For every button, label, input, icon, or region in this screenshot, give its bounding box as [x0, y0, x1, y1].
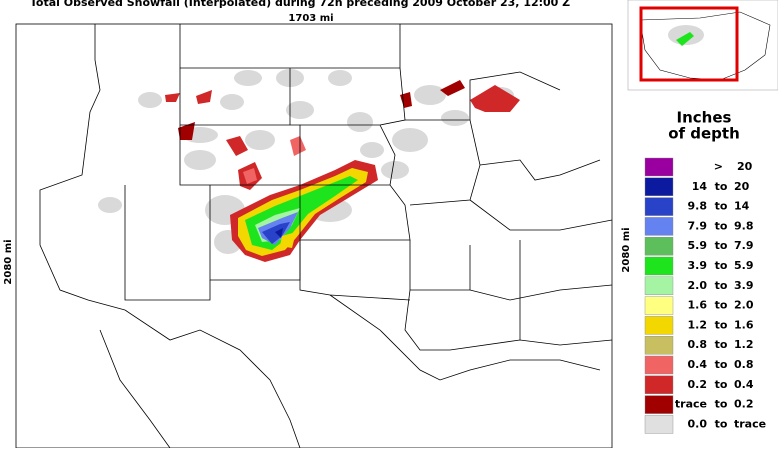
inset-frame: [627, 0, 778, 91]
legend-from: 0.0: [688, 417, 708, 430]
legend-to: 2.0: [734, 299, 754, 312]
legend-from: 0.8: [688, 338, 708, 351]
legend-sep: to: [715, 358, 728, 371]
legend-sep: to: [715, 299, 728, 312]
snow-areas: [165, 80, 520, 262]
inset-map: [627, 0, 778, 91]
legend-to: 1.2: [734, 338, 754, 351]
legend-to: 9.8: [734, 219, 754, 232]
legend-to: 20: [734, 180, 750, 193]
state-boundaries: [39, 24, 613, 449]
legend-sep: to: [715, 200, 728, 213]
legend-to: 20: [737, 160, 753, 173]
map-frame: [15, 23, 613, 449]
legend-to: 1.6: [734, 318, 754, 331]
legend-swatch: [644, 395, 674, 414]
legend-to: 0.2: [734, 398, 754, 411]
legend-sep: to: [715, 318, 728, 331]
legend-from: 14: [692, 180, 708, 193]
width-label: 1703 mi: [288, 13, 333, 24]
legend-swatch: [644, 276, 674, 295]
legend-sep: to: [715, 259, 728, 272]
legend-title: Inches: [677, 109, 732, 127]
legend-sep: to: [715, 219, 728, 232]
legend-from: >: [714, 160, 723, 173]
title: Total Observed Snowfall (Interpolated) d…: [30, 0, 570, 9]
legend-from: trace: [675, 398, 707, 411]
legend-from: 9.8: [688, 200, 708, 213]
legend-sep: to: [715, 378, 728, 391]
legend-swatch: [644, 316, 674, 335]
legend-swatch: [644, 217, 674, 236]
legend-from: 3.9: [688, 259, 708, 272]
inset-highlight: [639, 6, 739, 82]
legend-swatch: [644, 177, 674, 197]
legend-from: 1.2: [688, 318, 708, 331]
legend-to: trace: [734, 417, 766, 430]
legend-sep: to: [715, 338, 728, 351]
legend-swatch: [644, 157, 674, 177]
legend-swatch: [644, 415, 674, 434]
legend-from: 0.2: [688, 378, 708, 391]
legend-to: 14: [734, 200, 750, 213]
legend-sep: to: [715, 417, 728, 430]
legend-swatch: [644, 197, 674, 216]
height-label-left: 2080 mi: [3, 239, 14, 284]
inset-snow-core: [676, 32, 694, 46]
legend-sep: to: [715, 239, 728, 252]
legend-swatch: [644, 355, 674, 375]
legend-swatch: [644, 336, 674, 355]
legend-from: 2.0: [688, 279, 708, 292]
inset-outline: [639, 11, 771, 81]
legend-sep: to: [715, 180, 728, 193]
legend-swatch: [644, 375, 674, 394]
legend-to: 0.4: [734, 378, 754, 391]
legend-from: 0.4: [688, 358, 708, 371]
main-map: [15, 23, 613, 449]
legend-swatch: [644, 256, 674, 276]
legend-from: 5.9: [688, 239, 708, 252]
legend-to: 3.9: [734, 279, 754, 292]
legend-from: 1.6: [688, 299, 708, 312]
legend-sep: to: [715, 398, 728, 411]
legend-title: of depth: [668, 125, 740, 143]
legend-swatch: [644, 296, 674, 315]
legend-to: 5.9: [734, 259, 754, 272]
legend-to: 7.9: [734, 239, 754, 252]
legend-from: 7.9: [688, 219, 708, 232]
legend-swatch: [644, 236, 674, 256]
legend-sep: to: [715, 279, 728, 292]
legend-to: 0.8: [734, 358, 754, 371]
height-label-right: 2080 mi: [621, 227, 632, 272]
